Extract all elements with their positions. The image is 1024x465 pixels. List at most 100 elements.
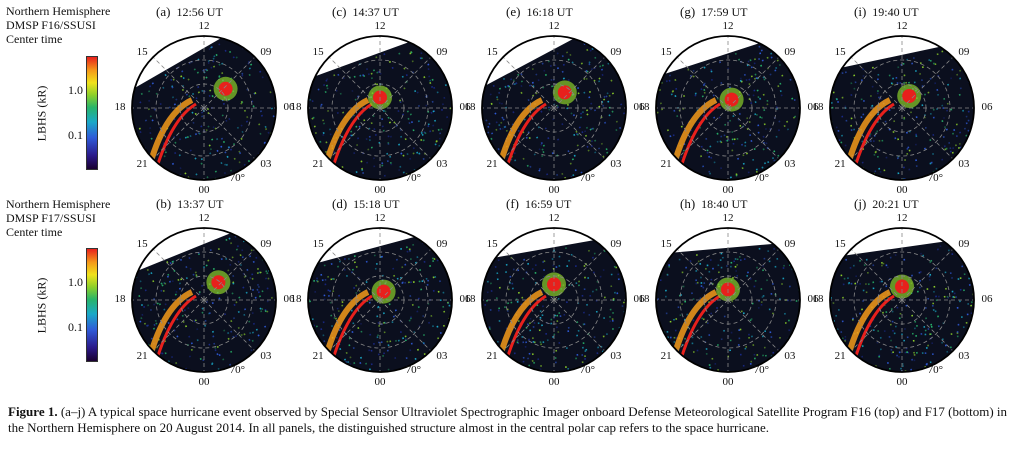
clock-label-top-left: 15 — [486, 238, 498, 251]
panel-time: 13:37 UT — [177, 197, 224, 211]
polar-ring — [131, 35, 277, 181]
panel-letter: (c) — [332, 4, 347, 19]
panel-label: (i) 19:40 UT — [854, 4, 919, 20]
clock-label-bottom-left: 21 — [834, 157, 846, 170]
clock-label-top-left: 15 — [486, 46, 498, 59]
clock-label-bottom-left: 21 — [312, 349, 324, 362]
hurricane-spot — [211, 275, 226, 290]
panel-letter: (e) — [506, 4, 521, 19]
clock-label-top-right: 09 — [436, 238, 448, 251]
clock-label-right: 06 — [981, 101, 993, 113]
clock-label-top: 12 — [722, 212, 734, 224]
polar-panel: (f) 16:59 UT 12 00 18 06 15 09 21 03 70° — [465, 196, 645, 388]
polar-ring — [131, 227, 277, 373]
hurricane-spot — [376, 284, 391, 299]
panel-letter: (b) — [156, 196, 172, 211]
clock-label-bottom: 00 — [198, 184, 210, 196]
clock-label-lat: 70° — [753, 172, 770, 185]
clock-label-left: 18 — [464, 293, 476, 305]
clock-label-lat: 70° — [579, 172, 596, 185]
row-header-f17: Northern Hemisphere DMSP F17/SSUSI Cente… — [6, 197, 110, 239]
clock-label-lat: 70° — [229, 172, 246, 185]
polar-ring — [655, 227, 801, 373]
clock-label-bottom: 00 — [374, 376, 386, 388]
clock-label-bottom: 00 — [198, 376, 210, 388]
panel-time: 20:21 UT — [872, 197, 919, 211]
clock-label-lat: 70° — [405, 172, 422, 185]
panel-time: 15:18 UT — [353, 197, 400, 211]
clock-label-bottom: 00 — [896, 376, 908, 388]
clock-label-top-left: 15 — [136, 238, 148, 251]
polar-plot — [307, 227, 453, 373]
clock-label-right: 06 — [981, 293, 993, 305]
polar-ring — [307, 35, 453, 181]
polar-panel: (e) 16:18 UT 12 00 18 06 15 09 21 03 70° — [465, 4, 645, 196]
row-header-f16: Northern Hemisphere DMSP F16/SSUSI Cente… — [6, 4, 110, 46]
clock-label-right: 06 — [459, 101, 471, 113]
clock-label-bottom-right: 03 — [610, 349, 622, 362]
clock-label-bottom-left: 21 — [660, 349, 672, 362]
clock-label-lat: 70° — [927, 364, 944, 377]
polar-plot — [829, 35, 975, 181]
clock-label-top-left: 15 — [660, 46, 672, 59]
clock-label-bottom-left: 21 — [660, 157, 672, 170]
clock-label-bottom-right: 03 — [958, 157, 970, 170]
panel-letter: (i) — [854, 4, 867, 19]
clock-label-left: 18 — [290, 101, 302, 113]
colorbar-tick-low: 0.1 — [68, 320, 83, 334]
clock-label-bottom-right: 03 — [436, 349, 448, 362]
panel-letter: (h) — [680, 196, 696, 211]
clock-label-top-right: 09 — [958, 238, 970, 251]
clock-label-right: 06 — [283, 293, 295, 305]
polar-ring — [829, 35, 975, 181]
header-hemisphere: Northern Hemisphere — [6, 4, 111, 18]
panel-letter: (a) — [156, 4, 171, 19]
clock-label-bottom-right: 03 — [784, 157, 796, 170]
polar-plot — [131, 227, 277, 373]
clock-label-top: 12 — [548, 212, 560, 224]
clock-label-top: 12 — [198, 20, 210, 32]
panel-label: (j) 20:21 UT — [854, 196, 919, 212]
clock-label-top-right: 09 — [260, 46, 272, 59]
clock-label-bottom-right: 03 — [958, 349, 970, 362]
polar-plot — [829, 227, 975, 373]
panel-time: 16:18 UT — [526, 5, 573, 19]
clock-label-right: 06 — [459, 293, 471, 305]
clock-label-top-right: 09 — [436, 46, 448, 59]
clock-label-lat: 70° — [229, 364, 246, 377]
colorbar-tick-low: 0.1 — [68, 128, 83, 142]
hurricane-spot — [902, 89, 917, 103]
clock-label-top-left: 15 — [660, 238, 672, 251]
panel-letter: (j) — [854, 196, 867, 211]
polar-ring — [829, 227, 975, 373]
panel-letter: (f) — [506, 196, 519, 211]
polar-panel: (g) 17:59 UT 12 00 18 06 15 09 21 03 70° — [639, 4, 819, 196]
clock-label-lat: 70° — [405, 364, 422, 377]
clock-label-top-right: 09 — [784, 238, 796, 251]
clock-label-left: 18 — [464, 101, 476, 113]
clock-label-bottom: 00 — [722, 184, 734, 196]
clock-label-right: 06 — [633, 293, 645, 305]
panel-time: 18:40 UT — [701, 197, 748, 211]
polar-ring — [655, 35, 801, 181]
clock-label-top: 12 — [722, 20, 734, 32]
panel-time: 14:37 UT — [352, 5, 399, 19]
clock-label-bottom-right: 03 — [610, 157, 622, 170]
clock-label-left: 18 — [114, 293, 126, 305]
clock-label-lat: 70° — [753, 364, 770, 377]
panel-label: (b) 13:37 UT — [156, 196, 224, 212]
panel-label: (c) 14:37 UT — [332, 4, 399, 20]
caption-figure-number: Figure 1. — [8, 404, 58, 419]
polar-plot — [131, 35, 277, 181]
header-hemisphere: Northern Hemisphere — [6, 197, 111, 211]
clock-label-top: 12 — [548, 20, 560, 32]
panel-label: (h) 18:40 UT — [680, 196, 748, 212]
clock-label-bottom-left: 21 — [136, 157, 148, 170]
clock-label-bottom: 00 — [896, 184, 908, 196]
clock-label-bottom: 00 — [548, 184, 560, 196]
clock-label-top-left: 15 — [834, 238, 846, 251]
colorbar-f16: 1.0 0.1 LBHS (kR) — [30, 56, 100, 176]
polar-panel: (h) 18:40 UT 12 00 18 06 15 09 21 03 70° — [639, 196, 819, 388]
polar-plot — [655, 227, 801, 373]
clock-label-left: 18 — [114, 101, 126, 113]
